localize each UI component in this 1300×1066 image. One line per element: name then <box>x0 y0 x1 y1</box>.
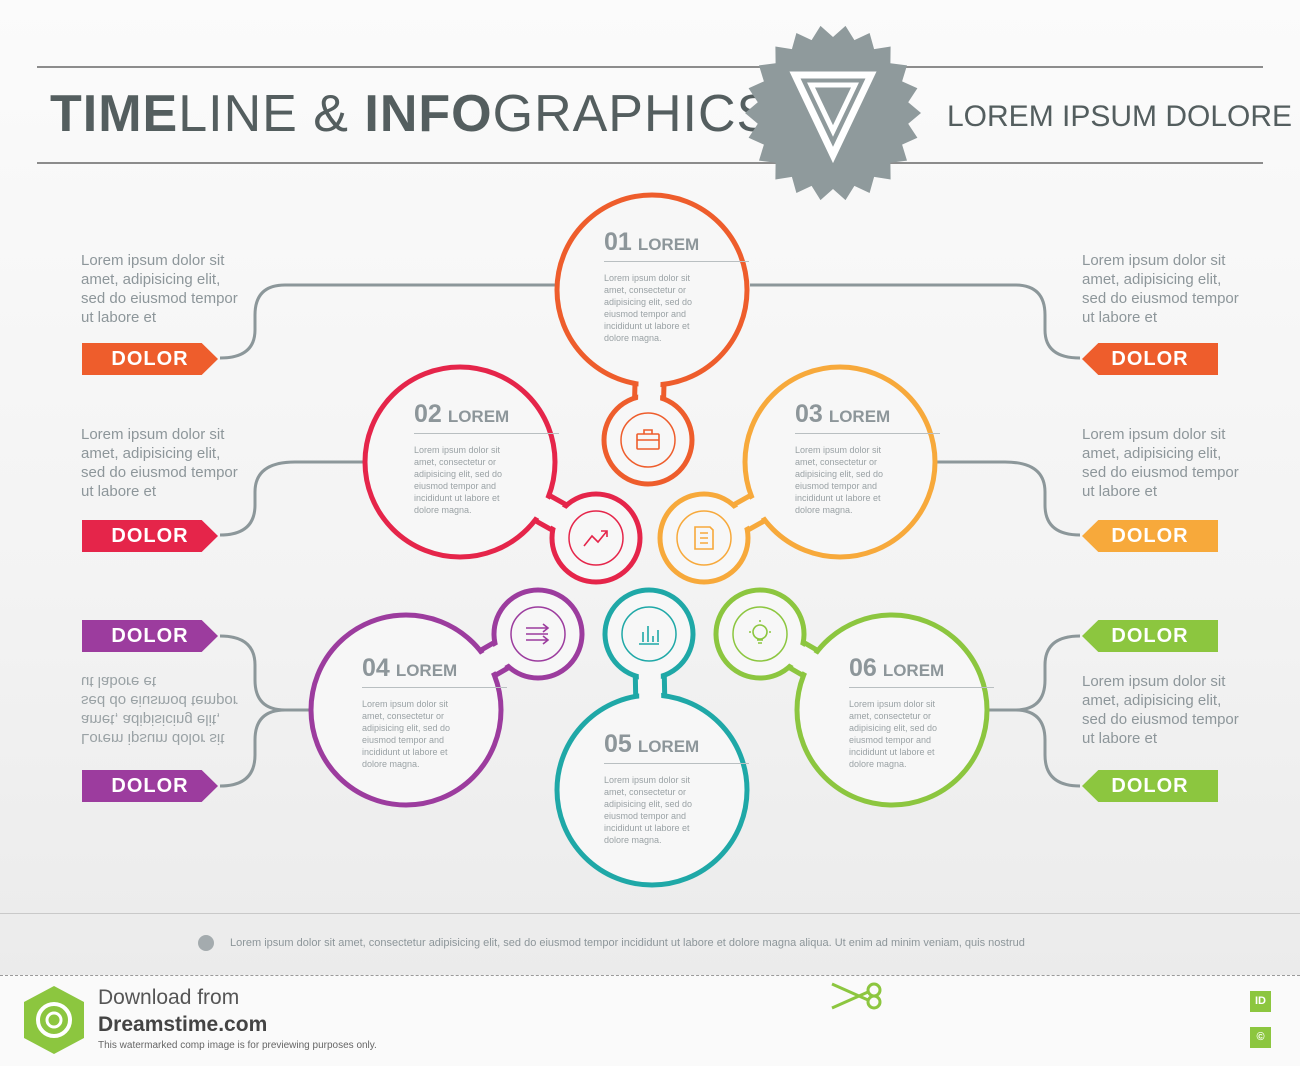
document-icon <box>694 526 714 550</box>
trend-chart-icon <box>583 530 608 547</box>
connector-line-7 <box>988 634 1081 712</box>
footer-text: Lorem ipsum dolor sit amet, consectetur … <box>230 937 1025 949</box>
node-number: 06 <box>849 654 877 682</box>
node-text: Lorem ipsum dolor sit amet, consectetur … <box>414 445 503 515</box>
tag-left-3: DOLOR <box>82 620 218 652</box>
title-light-part-1: LINE & <box>178 85 365 143</box>
title-light-part-2: GRAPHICS <box>492 85 773 143</box>
side-text-right-2: Lorem ipsum dolor sit amet, adipisicing … <box>1082 426 1239 500</box>
icon-ring-4 <box>510 606 566 662</box>
node-number: 01 <box>604 228 632 256</box>
connector-line-1 <box>219 283 555 360</box>
node-05: 05 LOREM Lorem ipsum dolor sit amet, cons… <box>604 730 749 846</box>
header-rule-bottom <box>37 162 1263 164</box>
connector-line-5 <box>219 634 312 712</box>
tag-left-1: DOLOR <box>82 343 218 375</box>
node-label: LOREM <box>828 407 891 426</box>
icon-ring-5 <box>621 606 677 662</box>
page-subtitle: LOREM IPSUM DOLORE <box>947 100 1293 133</box>
node-ring-small-6 <box>713 587 807 681</box>
node-label: LOREM <box>637 737 700 756</box>
watermark-line-3: This watermarked comp image is for previ… <box>98 1040 377 1051</box>
connector-line-3 <box>219 460 365 537</box>
node-06: 06 LOREM Lorem ipsum dolor sit amet, cons… <box>849 654 994 770</box>
side-text-left-2: Lorem ipsum dolor sit amet, adipisicing … <box>81 426 238 500</box>
side-text-right-1: Lorem ipsum dolor sit amet, adipisicing … <box>1082 252 1239 326</box>
connector-line-8 <box>988 708 1081 788</box>
tag-right-4: DOLOR <box>1082 770 1218 802</box>
node-ring-6 <box>794 612 990 808</box>
tag-left-2: DOLOR <box>82 520 218 552</box>
connector-line-6 <box>219 708 312 788</box>
id-badge-icon[interactable]: ID <box>1250 991 1271 1012</box>
page-title: TIMELINE & INFOGRAPHICS <box>50 84 772 144</box>
watermark-line-1: Download from <box>98 986 240 1009</box>
connector-lines <box>219 283 1081 788</box>
lightbulb-icon <box>749 620 771 644</box>
node-ring-small-2 <box>549 491 643 585</box>
node-neck-cover-2 <box>532 495 569 530</box>
icon-ring-2 <box>568 510 624 566</box>
node-04: 04 LOREM Lorem ipsum dolor sit amet, cons… <box>362 654 507 770</box>
icon-ring-3 <box>676 510 732 566</box>
infographic-poster: TIMELINE & INFOGRAPHICS LOREM IPSUM DOLO… <box>0 0 1300 975</box>
tag-right-3: DOLOR <box>1082 620 1218 652</box>
watermark-bar <box>0 975 1300 1066</box>
node-label: LOREM <box>637 235 700 254</box>
side-text-right-3: Lorem ipsum dolor sit amet, adipisicing … <box>1082 673 1239 747</box>
node-number: 02 <box>414 400 442 428</box>
connector-line-2 <box>750 283 1081 360</box>
side-text-left-3-mirrored: Lorem ipsum dolor sit amet, adipisicing … <box>81 673 238 747</box>
node-ring-3 <box>742 364 938 560</box>
node-text: Lorem ipsum dolor sit amet, consectetur … <box>362 699 451 769</box>
header-rule-top <box>37 66 1263 68</box>
node-text: Lorem ipsum dolor sit amet, consectetur … <box>849 699 938 769</box>
briefcase-icon <box>636 429 660 450</box>
node-text: Lorem ipsum dolor sit amet, consectetur … <box>604 273 693 343</box>
node-label: LOREM <box>882 661 945 680</box>
dreamstime-logo-icon <box>24 986 84 1054</box>
footer-divider <box>0 913 1300 914</box>
tag-right-2: DOLOR <box>1082 520 1218 552</box>
tag-left-4: DOLOR <box>82 770 218 802</box>
title-bold-part-1: TIME <box>50 85 179 143</box>
copyright-badge-icon[interactable]: © <box>1250 1027 1271 1048</box>
connector-line-4 <box>935 460 1081 537</box>
node-icons <box>526 429 771 645</box>
node-number: 05 <box>604 730 632 758</box>
arrows-icon <box>526 623 550 645</box>
title-bold-part-2: INFO <box>364 85 493 143</box>
node-neck-cover-6 <box>787 643 821 676</box>
node-neck-cover-3 <box>731 495 768 530</box>
node-ring-small-5 <box>602 587 696 681</box>
logo-seal-icon <box>745 25 921 201</box>
node-label: LOREM <box>395 661 458 680</box>
icon-ring-6 <box>732 606 788 662</box>
side-text-left-1: Lorem ipsum dolor sit amet, adipisicing … <box>81 252 238 326</box>
node-ring-2 <box>362 364 558 560</box>
tag-right-1: DOLOR <box>1082 343 1218 375</box>
scissors-icon <box>831 982 882 1010</box>
node-02: 02 LOREM Lorem ipsum dolor sit amet, cons… <box>414 400 559 516</box>
icon-ring-1 <box>620 412 676 468</box>
bar-chart-icon <box>639 626 659 645</box>
logo-layer <box>745 25 921 201</box>
process-diagram <box>219 192 1081 888</box>
node-rings <box>308 192 990 888</box>
node-text: Lorem ipsum dolor sit amet, consectetur … <box>795 445 884 515</box>
node-label: LOREM <box>447 407 510 426</box>
node-03: 03 LOREM Lorem ipsum dolor sit amet, cons… <box>795 400 940 516</box>
node-neck-cover-5 <box>638 671 662 702</box>
footer-bullet <box>198 935 214 951</box>
node-number: 03 <box>795 400 823 428</box>
node-01: 01 LOREM Lorem ipsum dolor sit amet, cons… <box>604 228 749 344</box>
node-number: 04 <box>362 654 390 682</box>
node-text: Lorem ipsum dolor sit amet, consectetur … <box>604 775 693 845</box>
watermark-line-2[interactable]: Dreamstime.com <box>98 1013 268 1036</box>
node-ring-4 <box>308 612 504 808</box>
node-neck-cover-4 <box>477 643 511 676</box>
node-neck-cover-1 <box>638 378 661 403</box>
